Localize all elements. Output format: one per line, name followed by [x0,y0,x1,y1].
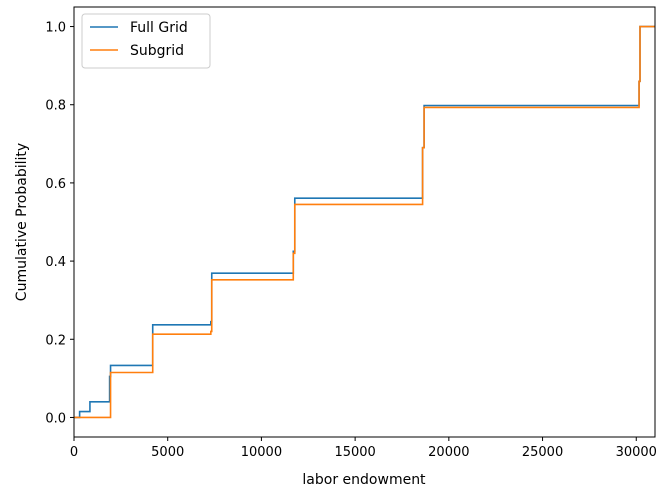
x-tick-label: 10000 [241,445,282,460]
x-axis-label: labor endowment [302,472,426,488]
legend-label-subgrid: Subgrid [130,43,184,59]
y-tick-label: 0.2 [45,333,66,348]
legend: Full Grid Subgrid [81,13,211,69]
y-tick-label: 0.0 [45,411,66,426]
series-layer [74,25,655,419]
legend-label-full-grid: Full Grid [130,20,188,36]
x-tick-label: 0 [70,445,78,460]
x-tick-label: 20000 [428,445,469,460]
x-tick-label: 30000 [616,445,657,460]
x-axis-ticks: 0 5000 10000 15000 20000 25000 30000 [70,437,657,460]
y-tick-label: 0.4 [45,255,66,270]
y-axis-label: Cumulative Probability [14,143,30,301]
y-tick-label: 0.6 [45,177,66,192]
x-tick-label: 25000 [522,445,563,460]
x-tick-label: 5000 [151,445,184,460]
x-tick-label: 15000 [334,445,375,460]
y-axis-ticks: 0.0 0.2 0.4 0.6 0.8 1.0 [45,21,74,426]
plot-frame [73,6,656,438]
series-line-subgrid [74,25,655,419]
y-tick-label: 1.0 [45,21,66,36]
y-tick-label: 0.8 [45,99,66,114]
